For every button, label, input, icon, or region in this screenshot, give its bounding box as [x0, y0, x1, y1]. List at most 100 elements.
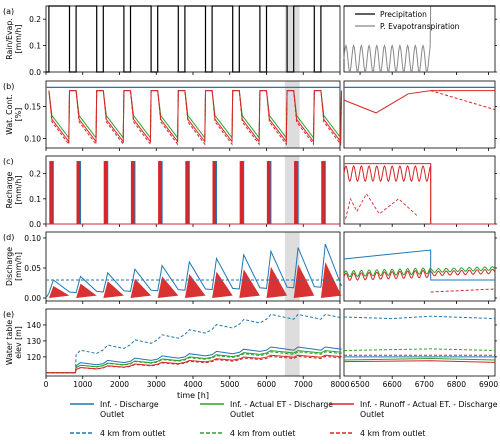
panel-5: (e)Water table elev [m] 120 130 140 [3, 308, 497, 379]
panel-label: (d) [3, 233, 14, 242]
y-tick-label: 0.15 [24, 103, 41, 112]
y-tick-label: 0.1 [29, 195, 41, 204]
recharge-pulse [321, 161, 326, 224]
y-tick-label: 120 [27, 353, 42, 362]
zoom-wt-blue-dash [343, 315, 496, 320]
plot-frame-zoom [343, 231, 496, 302]
y-tick-label: 0.2 [29, 170, 41, 179]
legend-label-evap: P. Evapotranspiration [380, 22, 460, 31]
zoom-recharge-top [344, 163, 432, 224]
axis-label: Rain/Evap. [5, 18, 14, 60]
wt-blue [46, 346, 342, 374]
axis-label: Recharge [5, 171, 14, 208]
recharge-pulse [49, 161, 54, 224]
axis-label: [mm/h] [14, 176, 23, 205]
series-q-blue [45, 243, 342, 299]
wt-blue-dash [46, 313, 342, 374]
recharge-pulse [130, 161, 135, 224]
x-tick-label: 8000 [330, 380, 349, 389]
zoom-wc-red-dash [430, 90, 496, 111]
recharge-pulse [185, 161, 190, 224]
recharge-pulse [212, 161, 217, 224]
zoom-wt-green-dash [343, 348, 496, 351]
panel-label: (c) [3, 157, 14, 166]
legend-label-3: 4 km from outlet [100, 429, 165, 438]
axis-label: [mm/h] [14, 252, 23, 281]
legend-label-0: Outlet [100, 410, 124, 419]
x-tick-label: 6500 [351, 380, 370, 389]
axis-label: [%] [14, 108, 23, 122]
zoom-q-blue [343, 249, 495, 281]
panel-2: (b) Wat. Cont. [%] 0.10 0.15 [3, 80, 497, 151]
plot-frame-zoom [343, 155, 496, 225]
legend-label-1: Inf. - Actual ET - Discharge [230, 400, 333, 409]
legend-label-4: 4 km from outlet [230, 429, 295, 438]
recharge-pulse [239, 161, 244, 224]
y-tick-label: 140 [27, 321, 42, 330]
legend-label-precip: Precipitation [380, 10, 427, 19]
panel-label: (e) [3, 310, 14, 319]
recharge-pulse [103, 161, 108, 224]
y-tick-label: 0.00 [24, 294, 41, 303]
x-tick-label: 6800 [447, 380, 466, 389]
zoom-wt-red [343, 360, 496, 363]
series-q-red [184, 274, 206, 298]
x-tick-label: 7000 [294, 380, 313, 389]
y-tick-label: 0.05 [24, 264, 41, 273]
x-tick-label: 6000 [257, 380, 276, 389]
y-tick-label: 0.0 [29, 68, 41, 77]
recharge-pulse [76, 161, 81, 224]
panel-label: (b) [3, 82, 14, 91]
legend-label-5: 4 km from outlet [360, 429, 425, 438]
highlight-band [284, 309, 300, 376]
series-q-red [266, 266, 288, 298]
series-precipitation [46, 5, 340, 73]
highlight-band [284, 6, 300, 72]
y-tick-label: 0.2 [29, 15, 41, 24]
axis-label: elev [m] [14, 326, 23, 359]
legend-label-1: Outlet [230, 410, 254, 419]
x-tick-label: 6600 [383, 380, 402, 389]
x-tick-label: 5000 [220, 380, 239, 389]
series-q-red [239, 269, 260, 298]
series-q-red [76, 283, 97, 298]
panel-a-legend: Precipitation P. Evapotranspiration [355, 10, 460, 31]
panel-label: (a) [3, 7, 14, 16]
y-tick-label: 0.10 [24, 134, 41, 143]
wt-green [46, 350, 342, 374]
x-tick-label: 6700 [415, 380, 434, 389]
x-axis-label: time [h] [177, 391, 209, 400]
wt-red-dash [46, 355, 342, 374]
zoom-q-red-dash [430, 288, 496, 293]
recharge-pulse [266, 161, 271, 224]
recharge-pulse [294, 161, 299, 224]
zoom-wc-red [343, 90, 495, 114]
plot-frame-zoom [343, 308, 496, 377]
series-q-red [293, 264, 315, 298]
x-tick-label: 6900 [479, 380, 498, 389]
legend-label-2: Inf. - Runoff - Actual ET. - Discharge [360, 400, 498, 409]
x-tick-label: 0 [44, 380, 49, 389]
zoom-wt-green [343, 357, 496, 361]
legend-label-0: Inf. - Discharge [100, 400, 159, 409]
x-tick-label: 4000 [183, 380, 202, 389]
wt-green-dash [46, 351, 342, 374]
series-q-red [48, 286, 70, 298]
x-tick-label: 1000 [73, 380, 92, 389]
axis-label: Water table [5, 320, 14, 365]
y-tick-label: 0.10 [24, 234, 41, 243]
y-tick-label: 130 [27, 337, 42, 346]
y-tick-label: 0.0 [29, 220, 41, 229]
highlight-band [284, 81, 300, 148]
series-wc-red-dash [48, 90, 342, 146]
y-tick-label: 0.1 [29, 42, 41, 51]
series-q-red [130, 278, 152, 298]
zoom-q-red [343, 268, 496, 282]
panel-1: (a) Rain/Evap. [mm/h] 0.0 0.1 0.2 [3, 5, 497, 77]
axis-label: Wat. Cont. [5, 94, 14, 135]
axis-label: [mm/h] [14, 25, 23, 54]
x-tick-label: 3000 [147, 380, 166, 389]
zoom-recharge-dash [345, 192, 419, 220]
series-q-red [103, 281, 124, 298]
